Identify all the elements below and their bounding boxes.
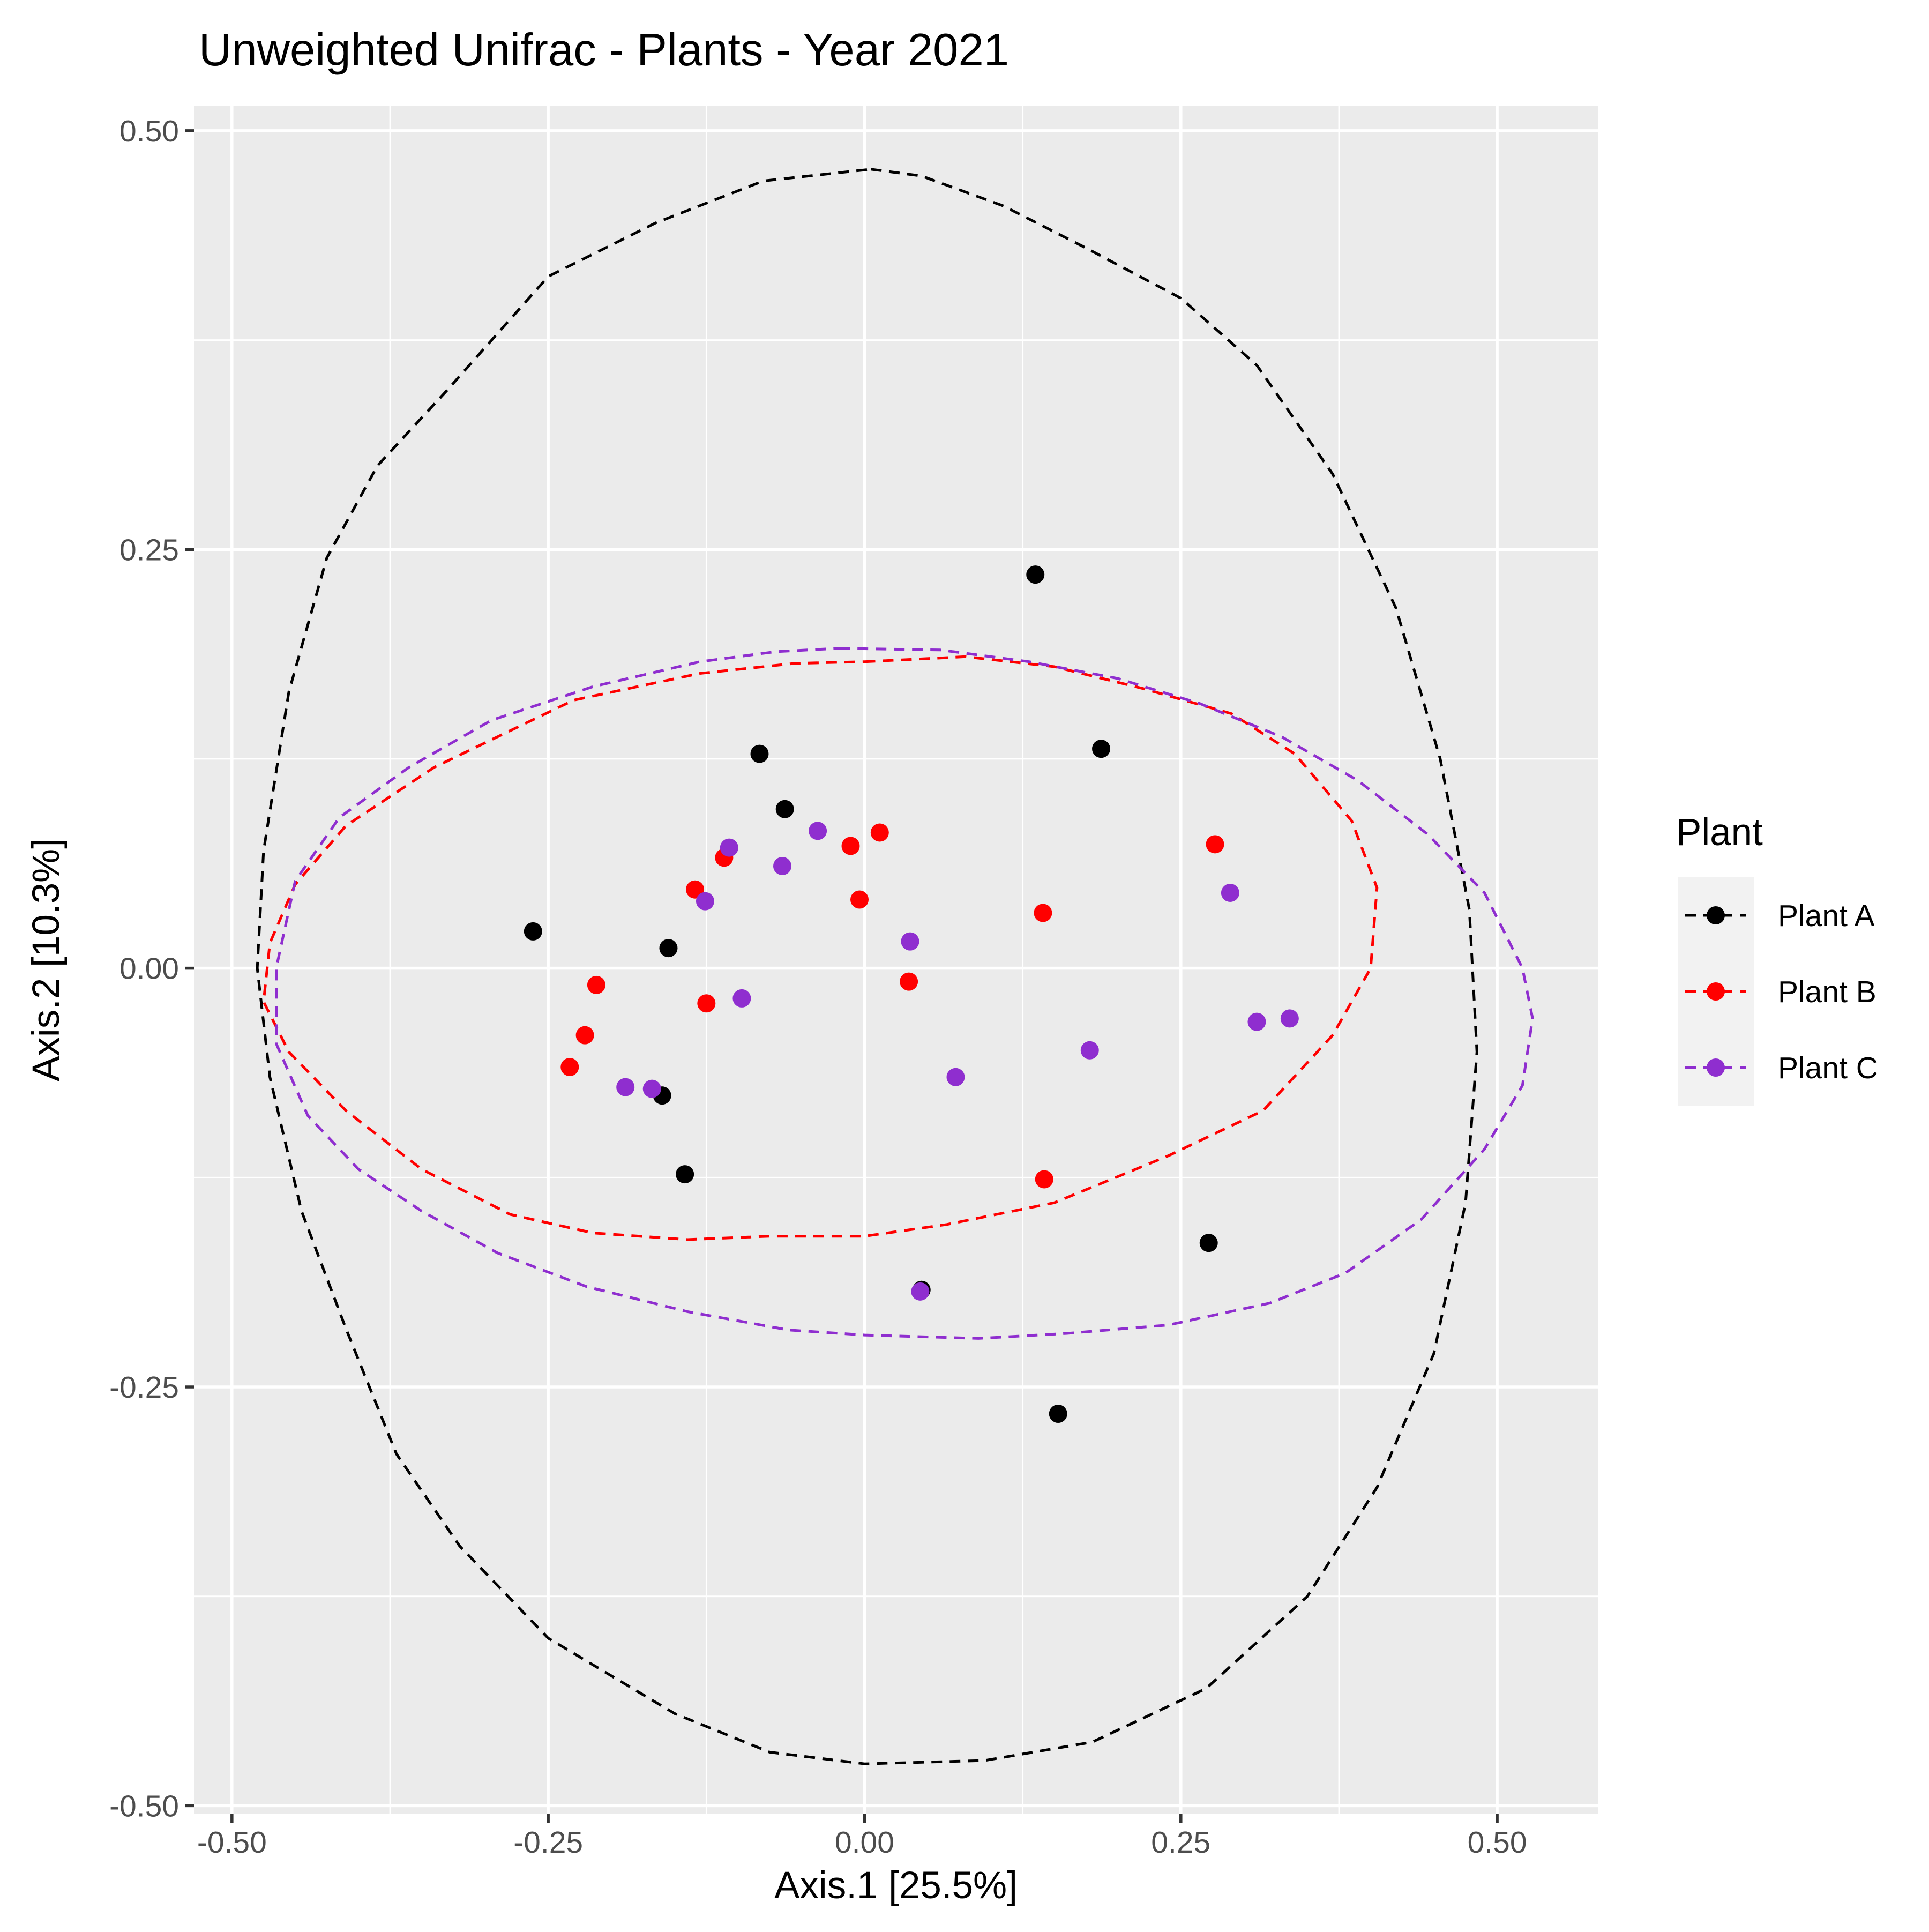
data-point-plant-b <box>575 1026 594 1045</box>
data-point-plant-b <box>870 823 889 842</box>
data-point-plant-b <box>900 972 918 991</box>
legend-title: Plant <box>1676 811 1763 854</box>
data-point-plant-a <box>676 1165 694 1184</box>
legend-label-plant-c: Plant C <box>1778 1051 1878 1085</box>
data-point-plant-c <box>946 1068 965 1086</box>
data-point-plant-a <box>1049 1405 1067 1423</box>
data-point-plant-c <box>616 1078 635 1096</box>
data-point-plant-c <box>720 838 738 857</box>
y-axis-title: Axis.2 [10.3%] <box>25 838 68 1081</box>
data-point-plant-b <box>850 890 869 909</box>
x-axis: -0.50 -0.25 0.00 0.25 0.50 <box>197 1814 1527 1860</box>
data-points <box>524 565 1299 1423</box>
x-tick-label: 0.50 <box>1468 1825 1527 1860</box>
legend-marker-plant-a <box>1707 906 1725 924</box>
y-tick-label: 0.50 <box>119 114 179 148</box>
data-point-plant-c <box>1280 1009 1299 1028</box>
legend-label-plant-a: Plant A <box>1778 899 1875 933</box>
data-point-plant-a <box>1092 740 1111 758</box>
ellipse-plant-a <box>256 168 1478 1765</box>
y-axis: -0.50 -0.25 0.00 0.25 0.50 <box>109 114 194 1823</box>
confidence-ellipses <box>256 168 1534 1765</box>
data-point-plant-c <box>642 1079 661 1098</box>
data-point-plant-a <box>1026 565 1045 584</box>
data-point-plant-c <box>1221 883 1239 902</box>
data-point-plant-c <box>1247 1012 1266 1031</box>
y-tick-label: -0.50 <box>109 1789 179 1823</box>
data-point-plant-c <box>773 856 791 875</box>
data-point-plant-b <box>1034 904 1052 922</box>
data-point-plant-b <box>697 994 716 1013</box>
data-point-plant-b <box>587 975 605 994</box>
data-point-plant-a <box>659 939 678 958</box>
y-tick-label: -0.25 <box>109 1370 179 1405</box>
data-point-plant-a <box>524 922 542 941</box>
x-axis-title: Axis.1 [25.5%] <box>774 1864 1018 1907</box>
data-point-plant-c <box>809 822 827 840</box>
data-point-plant-a <box>1199 1234 1218 1252</box>
legend-marker-plant-c <box>1707 1058 1725 1077</box>
x-tick-label: -0.50 <box>197 1825 267 1860</box>
x-tick-label: 0.25 <box>1151 1825 1210 1860</box>
x-tick-label: 0.00 <box>835 1825 894 1860</box>
data-point-plant-a <box>775 800 794 818</box>
data-point-plant-c <box>911 1282 930 1301</box>
legend: Plant Plant A Plant B Plant C <box>1676 811 1878 1106</box>
grid-lines <box>194 106 1598 1814</box>
ellipse-plant-c <box>275 647 1534 1340</box>
legend-marker-plant-b <box>1707 982 1725 1001</box>
data-point-plant-b <box>1206 835 1224 854</box>
plot-panel <box>194 106 1598 1814</box>
data-point-plant-b <box>1035 1170 1053 1189</box>
data-point-plant-b <box>841 837 860 855</box>
y-tick-label: 0.25 <box>119 533 179 567</box>
data-point-plant-c <box>732 989 751 1008</box>
data-point-plant-c <box>1080 1041 1099 1060</box>
data-point-plant-c <box>901 932 919 951</box>
chart-title: Unweighted Unifrac - Plants - Year 2021 <box>199 25 1009 76</box>
data-point-plant-c <box>696 892 714 911</box>
legend-label-plant-b: Plant B <box>1778 975 1876 1009</box>
data-point-plant-b <box>560 1058 579 1077</box>
x-tick-label: -0.25 <box>513 1825 583 1860</box>
y-tick-label: 0.00 <box>119 952 179 986</box>
data-point-plant-a <box>750 744 769 763</box>
